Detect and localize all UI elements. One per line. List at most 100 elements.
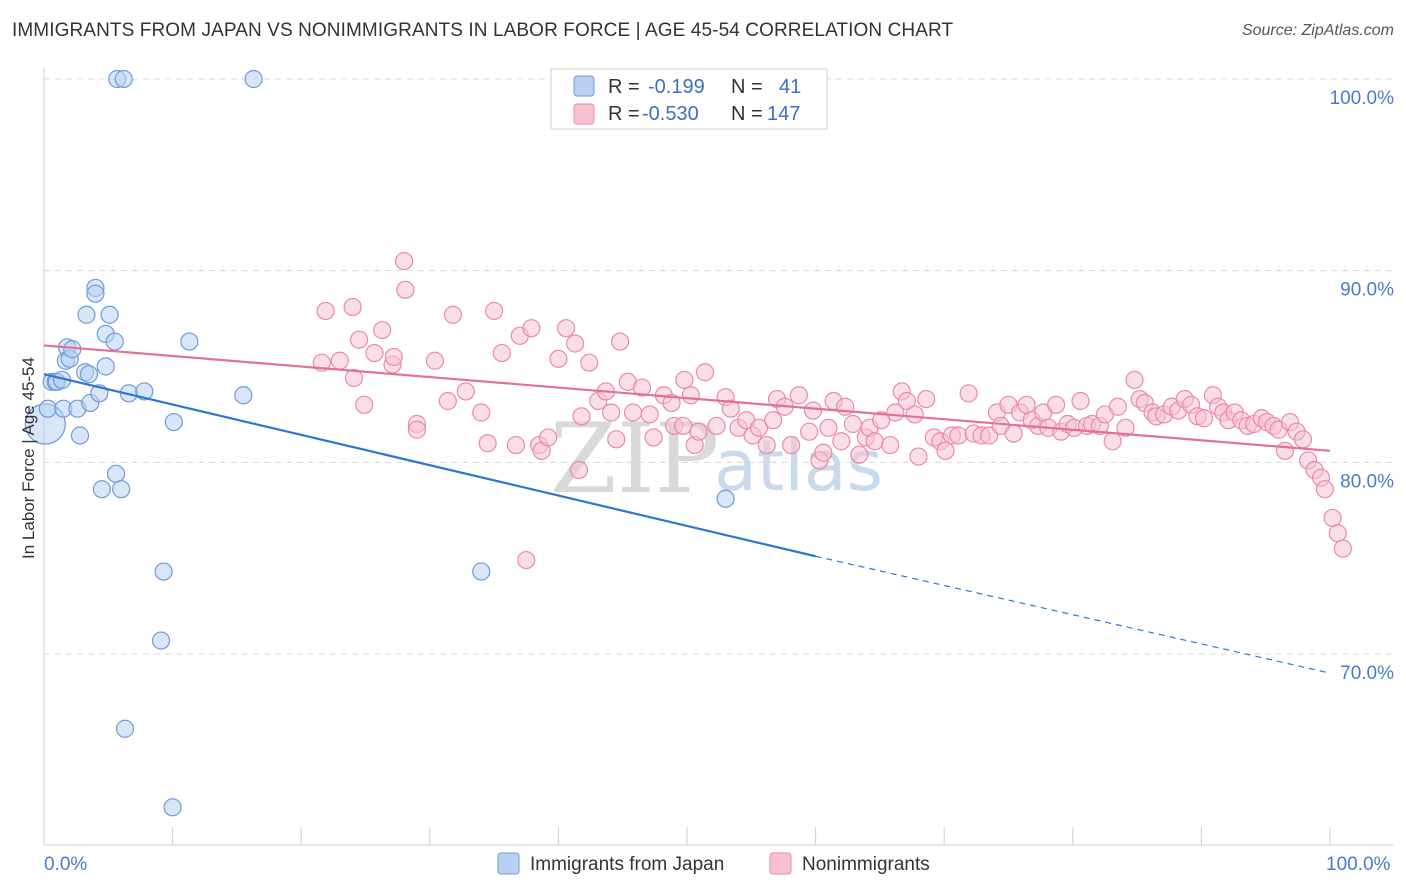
nonimmigrants-point: [569, 460, 589, 480]
nonimmigrants-point: [865, 432, 884, 451]
nonimmigrants-point: [843, 414, 862, 434]
japan-point: [154, 562, 173, 581]
japan-trendline-extension: [815, 555, 1331, 674]
nonimmigrants-point: [472, 403, 491, 422]
bottom-legend-swatch-blue: [497, 852, 520, 875]
nonimmigrants-point: [936, 441, 955, 460]
nonimmigrants-point: [689, 422, 708, 441]
nonimmigrants-point: [897, 391, 917, 411]
japan-point: [163, 798, 182, 817]
nonimmigrants-point: [949, 426, 968, 445]
japan-point: [77, 305, 96, 324]
nonimmigrants-point: [803, 401, 823, 420]
nonimmigrants-point: [344, 368, 364, 388]
bottom-legend-label-1: Immigrants from Japan: [530, 854, 724, 875]
nonimmigrants-point: [549, 349, 568, 368]
japan-point: [114, 69, 133, 89]
japan-point: [79, 365, 99, 384]
japan-series: [24, 69, 735, 817]
nonimmigrants-point: [886, 403, 905, 422]
nonimmigrants-point: [1323, 508, 1342, 528]
legend-r-label-2: R =: [608, 103, 640, 125]
nonimmigrants-point: [396, 280, 415, 299]
japan-point: [135, 382, 154, 401]
japan-point: [164, 412, 183, 432]
nonimmigrants-point: [819, 418, 838, 437]
nonimmigrants-point: [640, 405, 659, 424]
gridlines: [44, 78, 1394, 655]
nonimmigrants-point: [764, 411, 783, 430]
japan-point: [115, 719, 135, 738]
nonimmigrants-point: [316, 301, 335, 321]
nonimmigrants-point: [917, 389, 936, 409]
japan-point: [716, 489, 735, 508]
nonimmigrants-point: [443, 305, 463, 324]
japan-point: [105, 332, 124, 351]
nonimmigrants-point: [1116, 418, 1135, 437]
nonimmigrants-point: [425, 351, 445, 370]
nonimmigrants-point: [1333, 539, 1352, 558]
nonimmigrants-point: [789, 386, 808, 405]
legend-r-value-2: -0.530: [642, 103, 699, 125]
nonimmigrants-point: [681, 386, 700, 405]
japan-point: [38, 399, 57, 418]
watermark-atlas: atlas: [714, 425, 883, 507]
nonimmigrants-point: [1071, 391, 1090, 411]
nonimmigrants-point: [836, 397, 855, 416]
nonimmigrants-point: [782, 435, 801, 455]
japan-point: [151, 631, 171, 650]
nonimmigrants-point: [580, 353, 599, 372]
nonimmigrants-point: [517, 550, 536, 570]
legend-box: R = -0.199 N = 41 R = -0.530 N = 147: [550, 68, 828, 130]
nonimmigrants-point: [909, 447, 928, 466]
japan-point: [92, 480, 111, 499]
nonimmigrants-point: [1004, 424, 1023, 443]
japan-point: [180, 332, 199, 351]
nonimmigrants-point: [407, 420, 427, 439]
nonimmigrants-point: [522, 319, 541, 338]
nonimmigrants-point: [662, 393, 681, 413]
nonimmigrants-point: [539, 428, 558, 447]
nonimmigrants-point: [478, 434, 497, 453]
chart-title: IMMIGRANTS FROM JAPAN VS NONIMMIGRANTS I…: [12, 20, 954, 41]
legend-n-label-2: N =: [731, 103, 763, 125]
y-axis-label: In Labor Force | Age 45-54: [19, 357, 38, 559]
nonimmigrants-point: [800, 422, 819, 441]
nonimmigrants-point: [872, 411, 891, 430]
legend-swatch-pink: [573, 103, 595, 125]
nonimmigrants-point: [832, 432, 851, 451]
nonimmigrants-point: [959, 384, 978, 403]
nonimmigrants-point: [572, 407, 591, 426]
nonimmigrants-point: [485, 301, 504, 321]
legend-r-label-1: R =: [608, 76, 640, 98]
nonimmigrants-point: [850, 445, 869, 464]
nonimmigrants-point: [675, 370, 694, 390]
legend-n-label-1: N =: [731, 76, 763, 98]
source-label: Source: ZipAtlas.com: [1241, 22, 1394, 39]
nonimmigrants-point: [1328, 524, 1347, 543]
japan-point: [86, 284, 105, 303]
japan-point: [472, 562, 491, 581]
nonimmigrants-point: [438, 391, 457, 411]
nonimmigrants-point: [384, 347, 403, 367]
nonimmigrants-point: [365, 343, 384, 363]
nonimmigrants-point: [506, 435, 526, 455]
x-tick-label-min: 0.0%: [44, 854, 87, 875]
nonimmigrants-point: [1293, 430, 1313, 449]
nonimmigrants-point: [1125, 370, 1144, 390]
nonimmigrants-point: [749, 418, 769, 437]
japan-trendline: [43, 373, 816, 558]
y-tick-label-3: 100.0%: [1330, 88, 1395, 109]
nonimmigrants-point: [721, 399, 740, 418]
nonimmigrants-point: [1194, 409, 1214, 428]
x-tick-label-max: 100.0%: [1326, 854, 1391, 875]
y-tick-label-0: 70.0%: [1340, 663, 1394, 684]
nonimmigrants-point: [607, 430, 626, 449]
nonimmigrants-point: [349, 330, 369, 349]
bottom-legend-swatch-pink: [769, 852, 792, 875]
nonimmigrants-point: [644, 428, 663, 447]
legend-n-value-1: 41: [779, 76, 801, 98]
nonimmigrants-point: [674, 416, 693, 436]
japan-point: [106, 464, 126, 483]
